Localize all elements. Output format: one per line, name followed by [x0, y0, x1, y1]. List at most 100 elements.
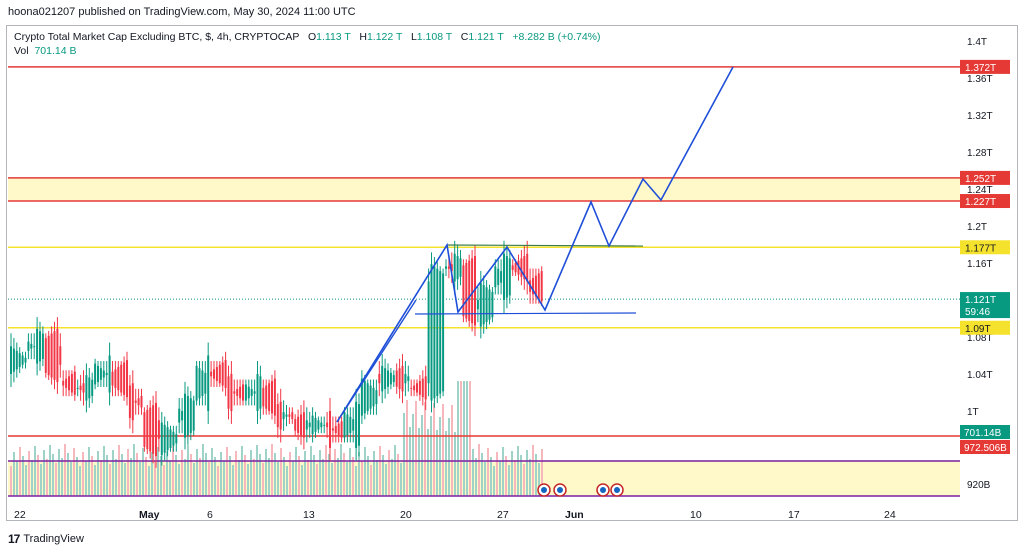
volume-bar: [91, 456, 93, 496]
volume-bar: [205, 453, 207, 496]
volume-bar: [28, 451, 30, 496]
candle-body: [343, 412, 346, 438]
volume-bar: [283, 457, 285, 496]
time-tick-label: 13: [303, 509, 315, 521]
candle-body: [33, 346, 36, 348]
price-tick-label: 1.32T: [967, 111, 993, 122]
volume-bar: [472, 449, 474, 496]
tradingview-brand[interactable]: 17 TradingView: [8, 532, 84, 546]
volume-bar: [433, 403, 435, 496]
volume-bar: [487, 448, 489, 496]
level-tag-label: 1.372T: [965, 63, 996, 74]
volume-bar: [295, 447, 297, 496]
candle-body: [160, 422, 163, 455]
volume-bar: [415, 401, 417, 496]
candle-body: [323, 424, 326, 426]
volume-bar: [430, 416, 432, 496]
candle-body: [201, 370, 204, 396]
candle-body: [117, 367, 120, 391]
candle-body: [421, 378, 424, 398]
volume-bar: [268, 458, 270, 496]
candle-body: [253, 391, 256, 394]
chart-frame[interactable]: [6, 25, 1018, 521]
volume-bar: [259, 454, 261, 496]
volume-bar: [298, 456, 300, 496]
candle-body: [517, 260, 520, 275]
legend-high: 1.122 T: [366, 31, 403, 43]
volume-bar: [169, 460, 171, 496]
legend-open-label: O: [307, 31, 317, 43]
volume-bar: [121, 454, 123, 496]
candle-body: [279, 401, 282, 430]
candle-body: [24, 357, 27, 363]
pattern-base-line: [414, 312, 637, 315]
volume-bar: [286, 466, 288, 496]
candle-body: [329, 411, 331, 448]
candle-body: [262, 387, 265, 407]
candle-body: [233, 391, 236, 394]
volume-bar: [517, 446, 519, 496]
volume-bar: [196, 449, 198, 496]
candle-body: [363, 380, 366, 414]
candle-body: [534, 275, 537, 297]
candle-body: [404, 374, 407, 384]
volume-bar: [229, 456, 231, 496]
candle-body: [250, 389, 253, 396]
candle-body: [433, 266, 436, 399]
candle-body: [476, 300, 479, 310]
time-tick-label: 10: [690, 509, 702, 521]
volume-bar: [364, 447, 366, 496]
candle-body: [242, 384, 244, 401]
volume-bar: [505, 456, 507, 496]
volume-bar: [328, 454, 330, 496]
candle-body: [450, 264, 453, 272]
candle-body: [340, 421, 343, 438]
volume-tag-green-bg: [960, 425, 1010, 439]
volume-bar: [502, 447, 504, 496]
volume-bar: [499, 461, 501, 496]
candle-body: [143, 412, 146, 447]
candle-body: [157, 420, 160, 439]
candle-body: [320, 422, 323, 428]
price-tick-label: 1.36T: [967, 74, 993, 85]
volume-bar: [436, 430, 438, 496]
candle-body: [453, 253, 456, 282]
candle-body: [189, 398, 192, 433]
publish-line: hoona021207 published on TradingView.com…: [8, 6, 356, 18]
candle-body: [215, 367, 218, 381]
level-tag-bg: [960, 194, 1010, 209]
impulse-line: [336, 299, 417, 423]
volume-bar: [265, 449, 267, 496]
volume-bar: [166, 451, 168, 496]
candle-body: [227, 376, 230, 409]
candle-body: [273, 378, 276, 416]
candle-body: [30, 343, 33, 349]
candle-body: [62, 380, 65, 386]
candle-body: [282, 412, 285, 420]
candle-body: [111, 371, 114, 386]
price-tick-label: 1.08T: [967, 333, 993, 344]
volume-bar: [52, 454, 54, 496]
volume-bar: [202, 444, 204, 496]
volume-bar: [319, 450, 321, 496]
volume-bar: [112, 450, 114, 496]
volume-bar: [271, 444, 273, 496]
volume-bar: [103, 446, 105, 496]
volume-bar: [457, 381, 459, 496]
volume-bar: [31, 460, 33, 496]
volume-bar: [349, 448, 351, 496]
volume-bar: [493, 466, 495, 496]
volume-bar: [418, 428, 420, 496]
volume-bar: [475, 458, 477, 496]
candle-body: [163, 424, 166, 453]
time-tick-label: 17: [788, 509, 800, 521]
volume-bar: [334, 449, 336, 496]
volume-bar: [88, 447, 90, 496]
volume-bar: [301, 465, 303, 496]
candle-body: [294, 419, 297, 431]
candle-body: [134, 400, 137, 403]
volume-bar: [277, 462, 279, 496]
volume-bar: [397, 454, 399, 496]
volume-bar: [274, 453, 276, 496]
